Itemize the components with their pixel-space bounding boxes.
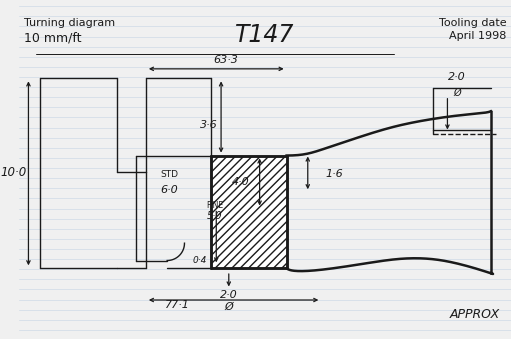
Text: 77·1: 77·1 [165,300,190,310]
Text: 2·0: 2·0 [220,290,238,300]
Polygon shape [212,156,287,268]
Text: 2·0: 2·0 [448,72,466,82]
Text: April 1998: April 1998 [449,31,506,41]
Text: STD: STD [160,170,178,179]
Text: 10·0: 10·0 [1,166,27,179]
Text: 0·4: 0·4 [193,256,207,265]
Text: 3·6: 3·6 [200,120,218,130]
Text: 5·0: 5·0 [206,211,222,221]
Text: 6·0: 6·0 [160,185,178,195]
Text: 63·3: 63·3 [214,55,238,65]
Text: 1·6: 1·6 [325,169,343,179]
Text: APPROX: APPROX [450,308,500,321]
Text: FINE: FINE [206,201,224,210]
Text: 10 mm/ft: 10 mm/ft [24,31,81,44]
Text: Ø: Ø [453,88,461,98]
Text: Turning diagram: Turning diagram [24,18,115,28]
Text: T147: T147 [235,23,294,47]
Text: Ø: Ø [224,302,233,312]
Text: 4·0: 4·0 [232,177,250,186]
Text: Tooling date: Tooling date [438,18,506,28]
